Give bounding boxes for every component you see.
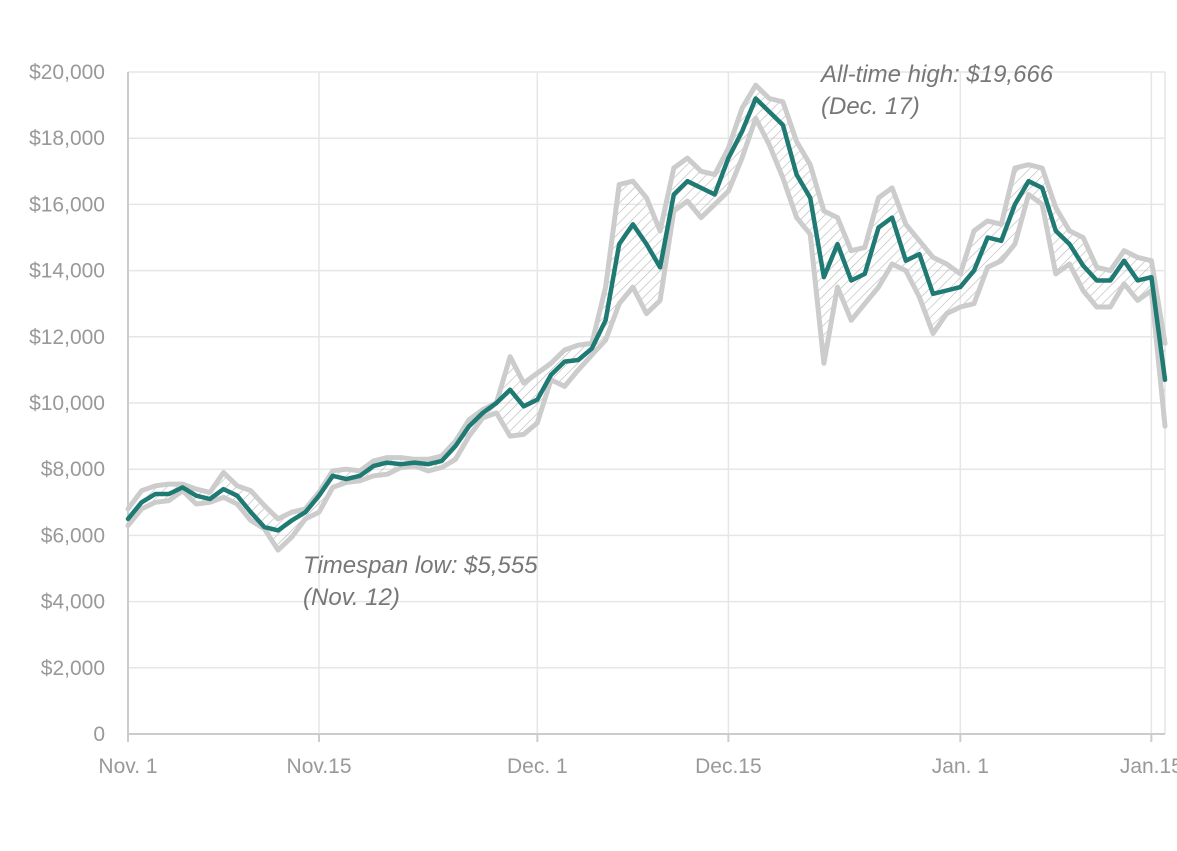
x-tick-label: Dec. 1 bbox=[507, 755, 568, 778]
x-tick-label: Nov. 1 bbox=[98, 755, 157, 778]
y-tick-label: $12,000 bbox=[29, 326, 105, 349]
series-line-close bbox=[125, 96, 1168, 533]
series-lines bbox=[125, 82, 1168, 553]
annotation-high-line1: All-time high: $19,666 bbox=[819, 61, 1054, 88]
annotations: All-time high: $19,666 (Dec. 17) Timespa… bbox=[303, 61, 1060, 611]
y-tick-label: $8,000 bbox=[41, 458, 105, 481]
x-tick-label: Nov.15 bbox=[287, 755, 352, 778]
axes bbox=[127, 72, 1165, 735]
y-tick-label: $18,000 bbox=[29, 127, 105, 150]
y-tick-label: $2,000 bbox=[41, 657, 105, 680]
x-tick-label: Jan.15 bbox=[1120, 755, 1177, 778]
x-tick-label: Dec.15 bbox=[695, 755, 762, 778]
series-line-low bbox=[125, 115, 1168, 553]
x-tick-labels: Nov. 1 Nov.15 Dec. 1 Dec.15 Jan. 1 Jan.15 bbox=[98, 755, 1177, 778]
y-tick-label: $4,000 bbox=[41, 591, 105, 614]
annotation-high-line2: (Dec. 17) bbox=[821, 93, 920, 120]
series-line-high bbox=[125, 82, 1168, 522]
y-tick-label: $14,000 bbox=[29, 260, 105, 283]
annotation-low-line2: (Nov. 12) bbox=[303, 584, 400, 611]
y-gridlines bbox=[128, 71, 1165, 669]
y-tick-label: 0 bbox=[93, 723, 105, 746]
y-tick-labels: 0 $2,000 $4,000 $6,000 $8,000 $10,000 $12,000 $… bbox=[29, 61, 105, 746]
high-low-band-area bbox=[128, 85, 1165, 551]
annotation-all-time-high: All-time high: $19,666 (Dec. 17) bbox=[819, 61, 1060, 120]
high-low-band bbox=[128, 85, 1165, 551]
y-tick-label: $10,000 bbox=[29, 392, 105, 415]
annotation-low-line1: Timespan low: $5,555 bbox=[303, 552, 538, 579]
y-tick-label: $16,000 bbox=[29, 193, 105, 216]
x-gridlines bbox=[127, 72, 1166, 742]
y-tick-label: $6,000 bbox=[41, 524, 105, 547]
x-tick-label: Jan. 1 bbox=[932, 755, 989, 778]
annotation-timespan-low: Timespan low: $5,555 (Nov. 12) bbox=[303, 552, 544, 611]
y-tick-label: $20,000 bbox=[29, 61, 105, 84]
